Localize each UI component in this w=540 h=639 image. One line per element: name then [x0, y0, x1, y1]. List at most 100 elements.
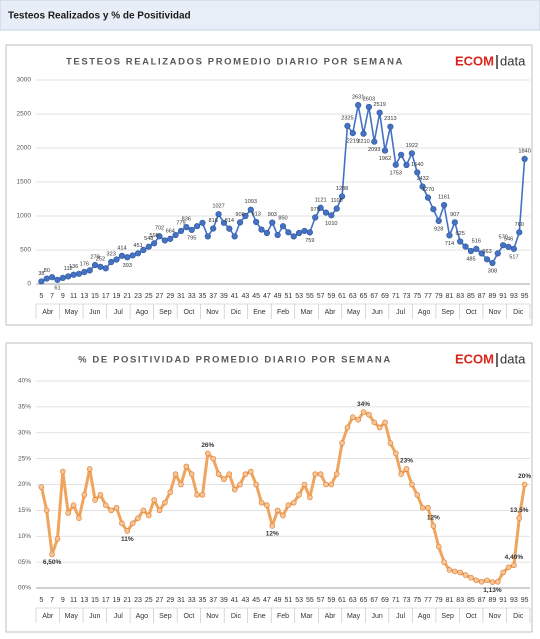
data-point	[280, 512, 286, 519]
data-label: 23%	[400, 458, 413, 465]
x-tick-label: 31	[177, 293, 185, 300]
x-tick-label: 65	[360, 597, 368, 604]
data-label: 836	[182, 217, 191, 223]
data-point	[226, 471, 233, 477]
data-point	[306, 229, 313, 236]
x-tick-label: 43	[242, 293, 250, 300]
data-point	[505, 243, 512, 250]
data-point	[467, 247, 475, 255]
logo-right: data	[500, 351, 526, 366]
data-label: 1432	[416, 176, 428, 182]
data-label: 363	[482, 249, 491, 255]
x-tick-label: 41	[231, 293, 239, 300]
month-label: Feb	[277, 613, 289, 620]
data-label: 1288	[336, 186, 348, 192]
data-point	[419, 504, 426, 511]
data-point	[285, 502, 292, 509]
data-point	[296, 492, 302, 498]
data-point	[483, 256, 491, 263]
month-label: Jun	[371, 309, 382, 316]
data-label: 978	[311, 207, 320, 213]
x-tick-label: 7	[50, 597, 54, 604]
month-label: Sep	[441, 309, 454, 316]
data-label: 112	[64, 266, 73, 272]
data-point	[97, 492, 104, 498]
data-point	[59, 274, 66, 281]
data-point	[387, 440, 394, 446]
data-point	[403, 466, 410, 472]
data-point	[151, 240, 158, 247]
data-point	[231, 486, 238, 493]
x-tick-label: 85	[467, 293, 475, 300]
data-point	[215, 211, 222, 218]
data-point	[194, 492, 200, 498]
x-tick-label: 23	[134, 293, 142, 300]
data-label: 451	[133, 243, 142, 249]
month-label: Sep	[441, 613, 454, 620]
data-label: 760	[515, 222, 524, 228]
month-label: Ago	[136, 613, 149, 620]
data-point	[38, 278, 45, 285]
data-point	[478, 578, 485, 585]
x-tick-label: 83	[456, 293, 464, 300]
data-label: 664	[166, 228, 175, 234]
y-tick-label: 40%	[18, 378, 31, 385]
data-point	[424, 194, 432, 201]
data-point	[54, 276, 61, 283]
data-point	[419, 183, 426, 190]
data-point	[167, 235, 174, 242]
month-label: Jul	[114, 613, 123, 620]
data-point	[118, 252, 126, 259]
x-tick-label: 53	[295, 597, 303, 604]
data-label: 12%	[427, 515, 440, 522]
data-label: 414	[117, 245, 126, 251]
month-label: Ene	[253, 613, 266, 620]
x-tick-label: 75	[413, 597, 421, 604]
x-tick-label: 49	[274, 293, 282, 300]
data-label: 485	[466, 257, 475, 263]
data-point	[134, 250, 142, 257]
month-label: Sep	[159, 613, 172, 620]
logo-left: ECOM	[455, 351, 494, 366]
data-point	[92, 497, 98, 503]
data-label: 34%	[357, 401, 370, 408]
data-point	[392, 450, 399, 457]
data-label: 570	[498, 235, 507, 241]
x-tick-label: 77	[424, 597, 432, 604]
data-point	[376, 424, 383, 431]
month-label: Jul	[114, 309, 123, 316]
y-tick-label: 00%	[18, 585, 31, 592]
data-point	[236, 219, 244, 226]
data-point	[371, 138, 378, 145]
x-tick-label: 89	[489, 597, 497, 604]
data-point	[494, 250, 501, 257]
y-tick-label: 35%	[18, 404, 31, 411]
x-tick-label: 59	[327, 293, 335, 300]
month-label: May	[347, 613, 361, 620]
data-point	[366, 411, 372, 418]
data-point	[193, 223, 201, 230]
data-point	[205, 450, 211, 457]
y-tick-label: 2000	[17, 145, 32, 152]
data-point	[65, 510, 72, 516]
month-label: Nov	[206, 309, 219, 316]
x-tick-label: 55	[306, 293, 314, 300]
x-tick-label: 35	[199, 597, 207, 604]
data-point	[65, 273, 72, 280]
data-label: 2519	[373, 102, 385, 108]
data-point	[489, 259, 496, 267]
x-tick-label: 79	[435, 293, 443, 300]
data-point	[338, 193, 346, 200]
y-tick-label: 15%	[18, 507, 31, 514]
data-point	[344, 424, 351, 431]
data-point	[151, 497, 157, 503]
data-label: 1027	[212, 204, 224, 210]
x-tick-label: 83	[456, 597, 464, 604]
x-tick-label: 71	[392, 293, 400, 300]
data-point	[156, 507, 163, 514]
x-tick-label: 69	[381, 293, 389, 300]
month-label: Oct	[183, 309, 194, 316]
x-tick-label: 47	[263, 597, 271, 604]
data-label: 598	[149, 233, 158, 239]
data-point	[129, 520, 136, 527]
